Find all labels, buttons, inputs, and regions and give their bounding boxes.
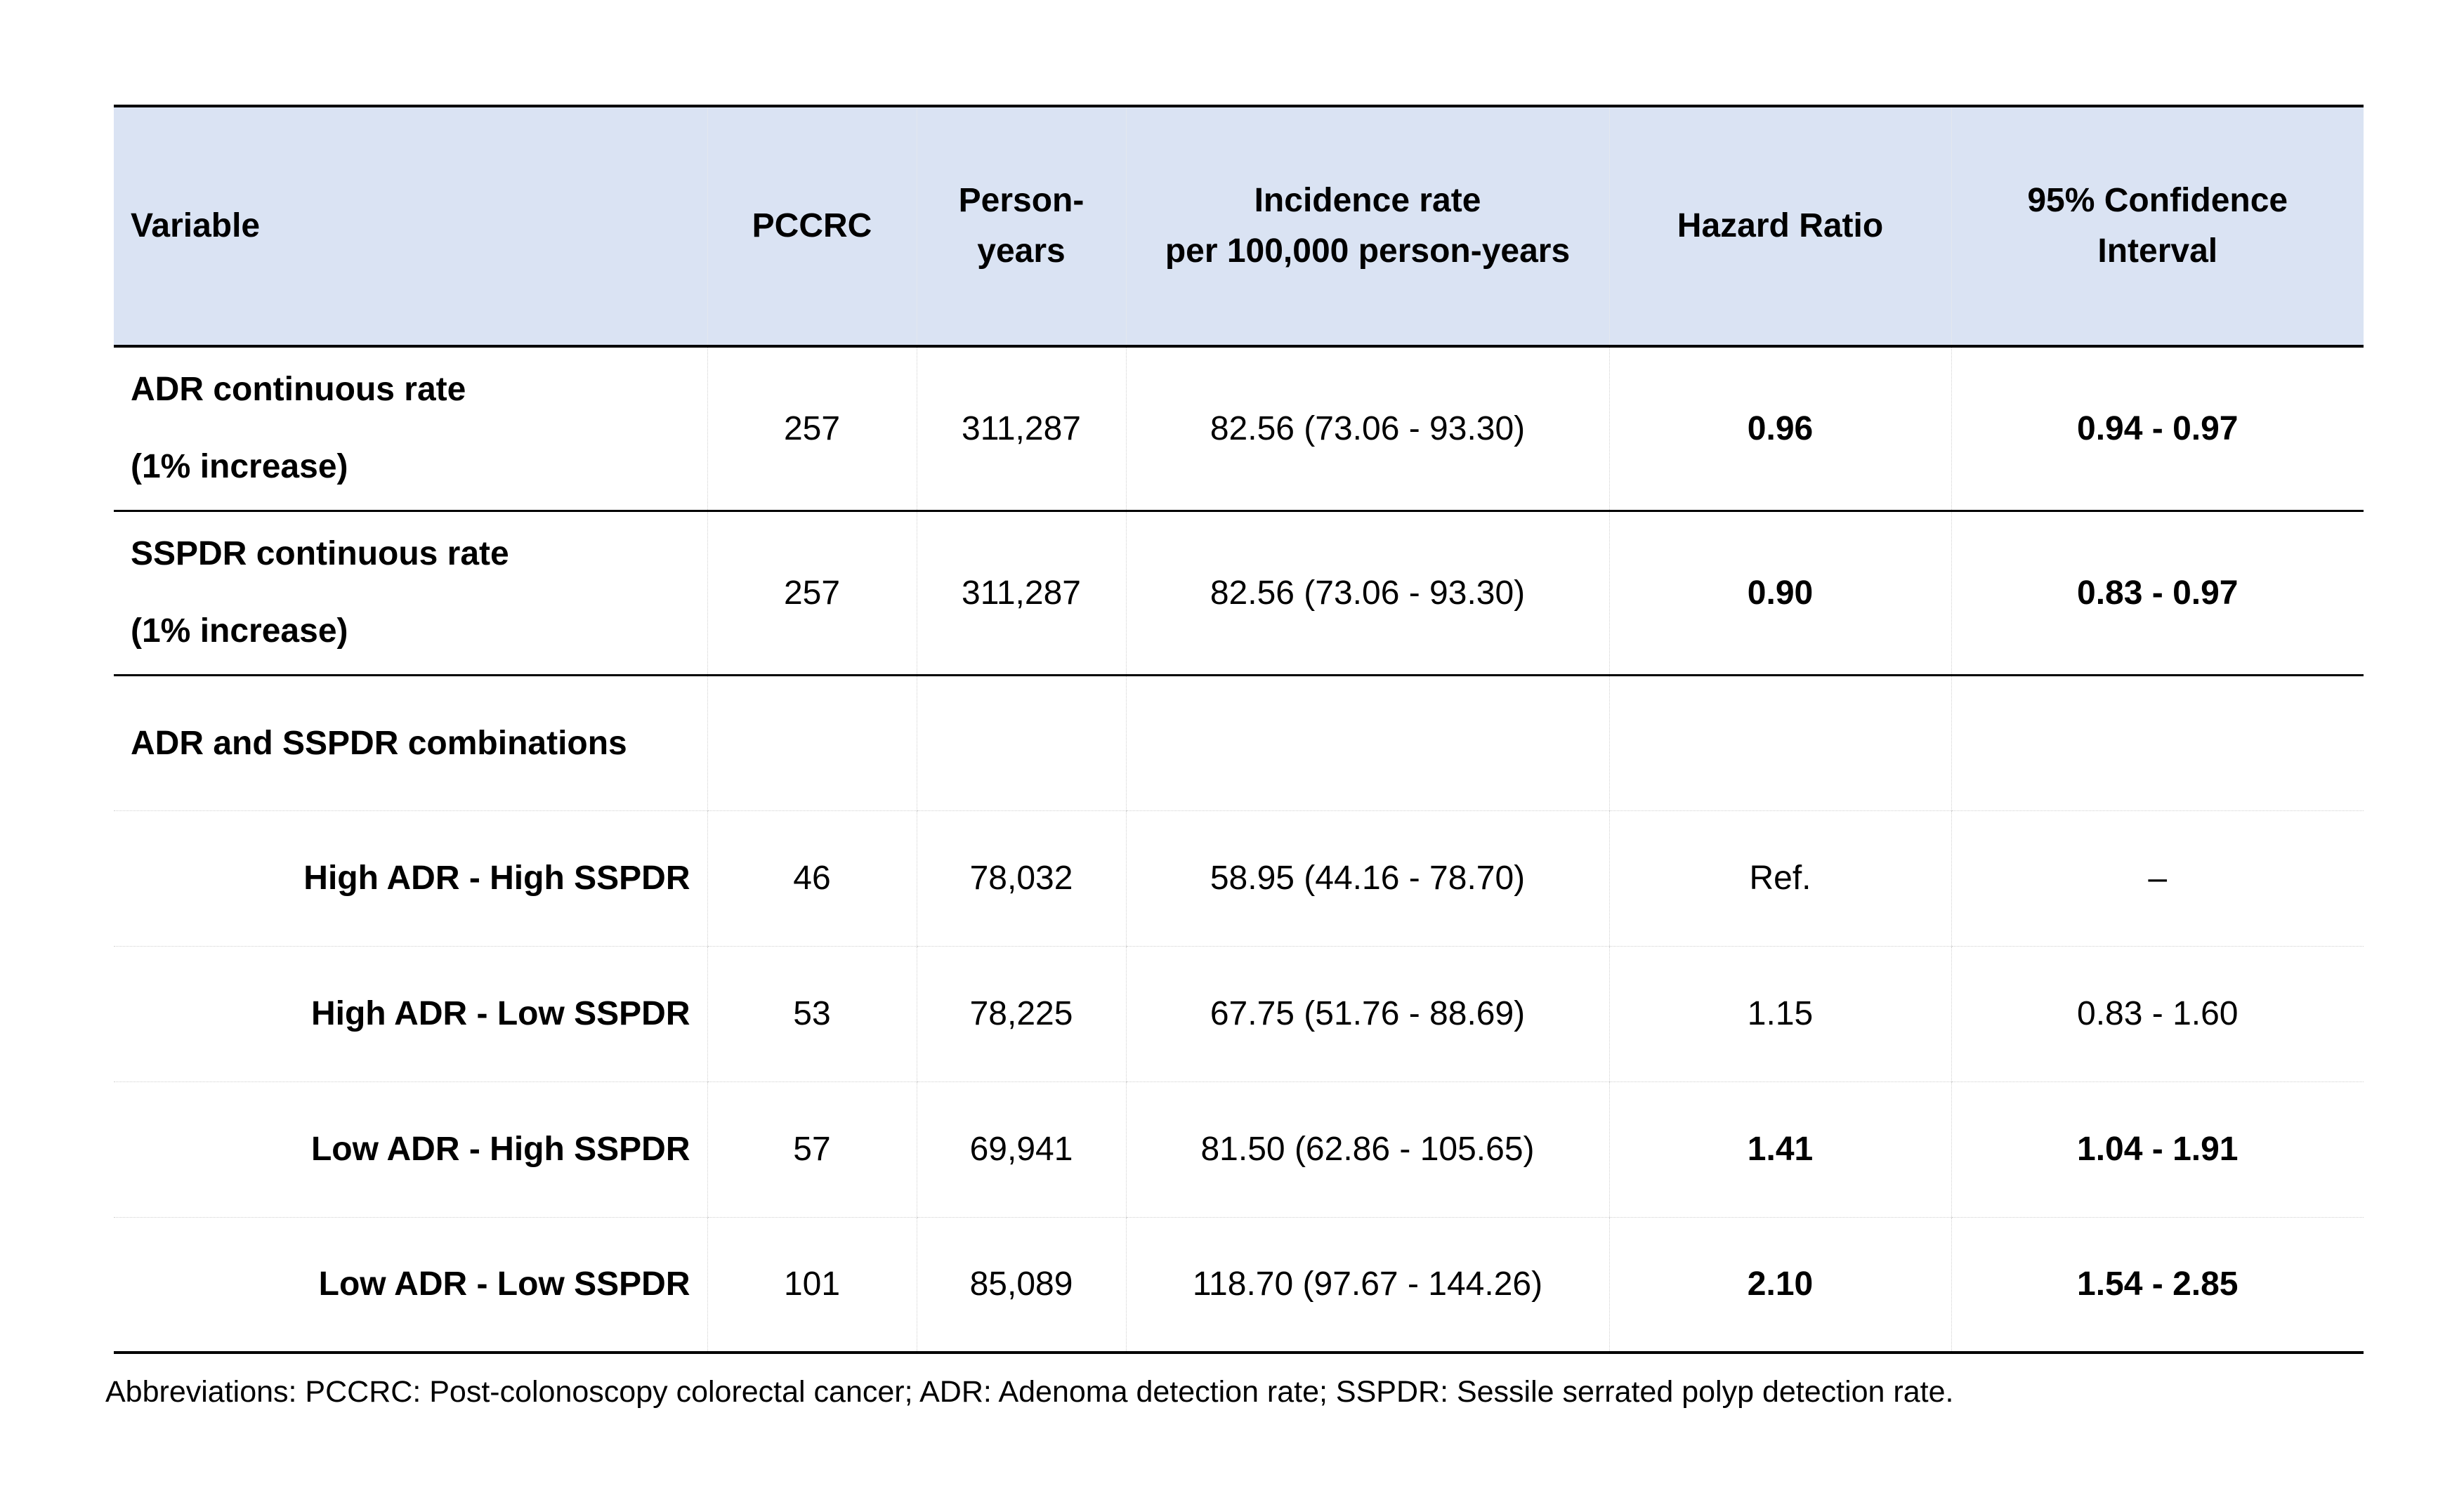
header-row: Variable PCCRC Person-years Incidence ra…	[114, 106, 2364, 346]
cell-empty	[1608, 675, 1951, 811]
table-header: Variable PCCRC Person-years Incidence ra…	[114, 106, 2364, 346]
cell-empty	[1951, 675, 2364, 811]
header-person-years: Person-years	[916, 106, 1126, 346]
cell-incidence: 58.95 (44.16 - 78.70)	[1125, 810, 1609, 947]
cell-confidence-interval: 0.94 - 0.97	[1951, 346, 2364, 512]
table-row-low-adr-high-sspdr: Low ADR - High SSPDR 57 69,941 81.50 (62…	[114, 1081, 2364, 1218]
cell-hazard-ratio: Ref.	[1608, 810, 1951, 947]
cell-person-years: 85,089	[916, 1217, 1126, 1354]
cell-person-years: 78,032	[916, 810, 1126, 947]
cell-confidence-interval: 1.54 - 2.85	[1951, 1217, 2364, 1354]
cell-empty	[707, 675, 917, 811]
cell-empty	[1125, 675, 1609, 811]
header-variable: Variable	[131, 207, 261, 244]
table-body: ADR continuous rate (1% increase) 257 311…	[114, 346, 2364, 1354]
row-label: SSPDR continuous rate (1% increase)	[114, 511, 707, 676]
table-row-low-adr-low-sspdr: Low ADR - Low SSPDR 101 85,089 118.70 (9…	[114, 1217, 2364, 1354]
header-pccrc: PCCRC	[707, 106, 917, 346]
cell-pccrc: 46	[707, 810, 917, 947]
cell-hazard-ratio: 1.15	[1608, 946, 1951, 1082]
cell-pccrc: 257	[707, 511, 917, 676]
cell-hazard-ratio: 0.96	[1608, 346, 1951, 512]
cell-pccrc: 57	[707, 1081, 917, 1218]
cell-person-years: 311,287	[916, 346, 1126, 512]
cell-hazard-ratio: 1.41	[1608, 1081, 1951, 1218]
header-hazard-ratio: Hazard Ratio	[1608, 106, 1951, 346]
cell-incidence: 82.56 (73.06 - 93.30)	[1125, 511, 1609, 676]
group-label: ADR and SSPDR combinations	[114, 675, 707, 811]
table-row-high-adr-high-sspdr: High ADR - High SSPDR 46 78,032 58.95 (4…	[114, 810, 2364, 947]
cell-incidence: 67.75 (51.76 - 88.69)	[1125, 946, 1609, 1082]
header-confidence-interval: 95% Confidence Interval	[1951, 106, 2364, 346]
cell-confidence-interval: 0.83 - 0.97	[1951, 511, 2364, 676]
results-table: Variable PCCRC Person-years Incidence ra…	[114, 105, 2364, 1354]
cell-pccrc: 53	[707, 946, 917, 1082]
table-row-high-adr-low-sspdr: High ADR - Low SSPDR 53 78,225 67.75 (51…	[114, 946, 2364, 1082]
table-footnote: Abbreviations: PCCRC: Post-colonoscopy c…	[105, 1375, 1954, 1409]
cell-hazard-ratio: 0.90	[1608, 511, 1951, 676]
row-label: High ADR - High SSPDR	[114, 810, 707, 947]
cell-confidence-interval: –	[1951, 810, 2364, 947]
cell-pccrc: 101	[707, 1217, 917, 1354]
cell-pccrc: 257	[707, 346, 917, 512]
table-row-adr-continuous: ADR continuous rate (1% increase) 257 311…	[114, 346, 2364, 512]
cell-person-years: 311,287	[916, 511, 1126, 676]
table-row-group-heading: ADR and SSPDR combinations	[114, 675, 2364, 811]
header-incidence-rate: Incidence rate per 100,000 person-years	[1125, 106, 1609, 346]
cell-person-years: 78,225	[916, 946, 1126, 1082]
cell-confidence-interval: 1.04 - 1.91	[1951, 1081, 2364, 1218]
row-label: High ADR - Low SSPDR	[114, 946, 707, 1082]
row-label: Low ADR - High SSPDR	[114, 1081, 707, 1218]
row-label: ADR continuous rate (1% increase)	[114, 346, 707, 512]
results-table-container: Variable PCCRC Person-years Incidence ra…	[114, 105, 2364, 1354]
cell-confidence-interval: 0.83 - 1.60	[1951, 946, 2364, 1082]
cell-hazard-ratio: 2.10	[1608, 1217, 1951, 1354]
cell-empty	[916, 675, 1126, 811]
row-label: Low ADR - Low SSPDR	[114, 1217, 707, 1354]
cell-incidence: 81.50 (62.86 - 105.65)	[1125, 1081, 1609, 1218]
cell-person-years: 69,941	[916, 1081, 1126, 1218]
cell-incidence: 82.56 (73.06 - 93.30)	[1125, 346, 1609, 512]
table-row-sspdr-continuous: SSPDR continuous rate (1% increase) 257 3…	[114, 511, 2364, 676]
cell-incidence: 118.70 (97.67 - 144.26)	[1125, 1217, 1609, 1354]
